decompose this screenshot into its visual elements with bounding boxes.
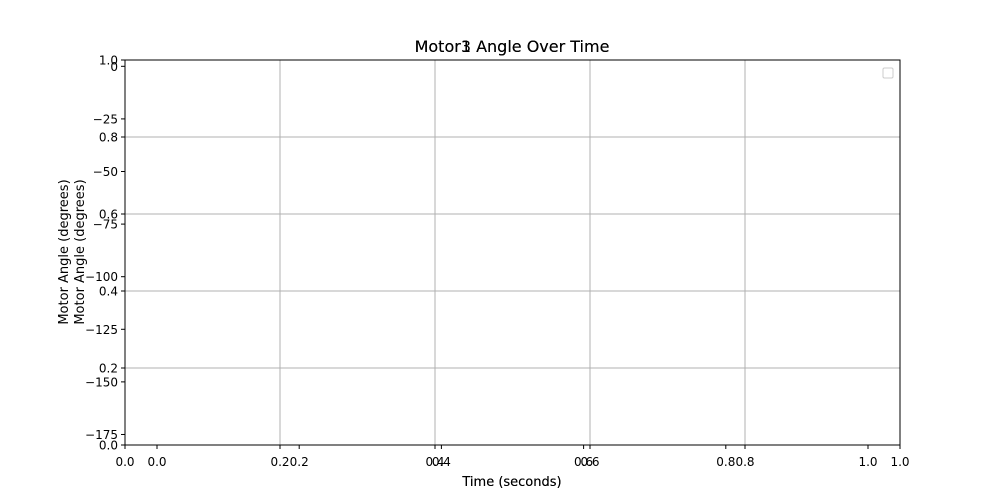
x-tick-label-b: 0.0 [147,455,166,469]
y-tick-label-b: −150 [85,375,118,389]
x-tick-label-a: 0.0 [115,455,134,469]
x-tick-label-b: 0.4 [432,455,451,469]
y-tick-label-a: 1.0 [99,54,118,68]
y-tick-label-b: 0 [110,60,118,74]
x-tick-label-a: 0.2 [270,455,289,469]
y-tick-label-a: 0.8 [99,131,118,145]
x-tick-label-a: 0.6 [580,455,599,469]
chart-titles: Motor3 Angle Over Time Motor1 Angle Over… [415,37,610,56]
x-axis-label-a: Time (seconds) [461,475,561,490]
x-tick-label-a: 1.0 [890,455,909,469]
chart-title-b: Motor1 Angle Over Time [415,37,610,56]
y-axis-label-b: Motor Angle (degrees) [57,179,72,324]
y-tick-label-b: −50 [93,165,118,179]
y-tick-label-b: −100 [85,270,118,284]
y-tick-label-b: −25 [93,112,118,126]
x-tick-label-b: 0.6 [574,455,593,469]
y-tick-label-b: −125 [85,323,118,337]
x-tick-label-a: 0.8 [735,455,754,469]
grid-lines [125,60,900,445]
axis-labels: Time (seconds) Time (seconds) Motor Angl… [57,179,562,490]
y-tick-label-a: 0.0 [99,439,118,453]
axes-a-ticks: 0.0 0.2 0.4 0.6 0.8 1.0 0.0 0.2 0.4 0.6 0.8 1.0 [99,54,910,470]
x-axis-label-b: Time (seconds) [461,475,561,490]
legend-box [882,67,894,79]
x-tick-label-b: 1.0 [858,455,877,469]
y-tick-label-b: −175 [85,428,118,442]
plot-area-frame [124,59,901,446]
chart-title-a: Motor3 Angle Over Time [415,37,610,56]
y-axis-label-a: Motor Angle (degrees) [73,179,88,324]
y-tick-label-a: 0.4 [99,285,118,299]
y-tick-label-a: 0.2 [99,362,118,376]
y-tick-label-b: −75 [93,218,118,232]
x-tick-label-a: 0.4 [425,455,444,469]
x-tick-label-b: 0.8 [716,455,735,469]
y-tick-label-a: 0.6 [99,208,118,222]
axes-b-ticks: 0.0 0.2 0.4 0.6 0.8 1.0 0 −25 −50 −75 −100 −125 −150… [85,60,878,469]
x-tick-label-b: 0.2 [290,455,309,469]
